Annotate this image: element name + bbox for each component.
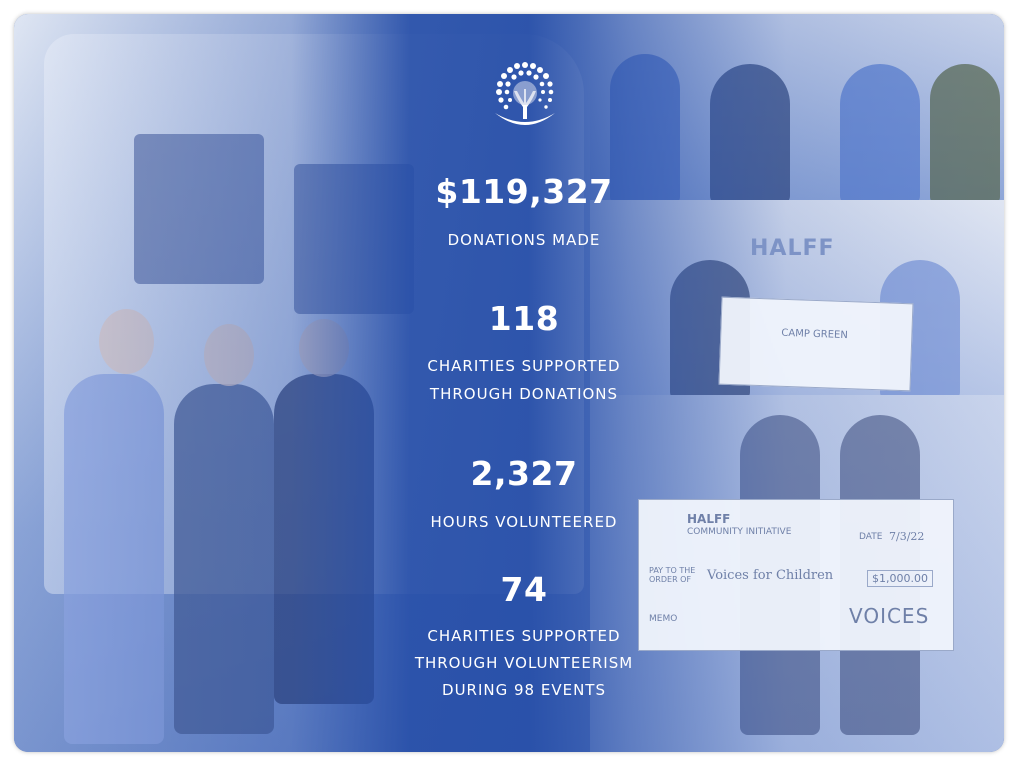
halff-sign: HALFF (750, 236, 835, 261)
stat-value-hours: 2,327 (470, 454, 578, 493)
stat-label-volunteerism-line1: CHARITIES SUPPORTED (427, 627, 621, 645)
stat-value-donations: $119,327 (435, 172, 613, 211)
stat-label-volunteerism-line3: DURING 98 EVENTS (442, 681, 606, 699)
oversized-check: HALFF COMMUNITY INITIATIVE DATE 7/3/22 P… (638, 499, 954, 651)
stat-label-volunteerism-line2: THROUGH VOLUNTEERISM (414, 654, 634, 672)
person (174, 384, 274, 734)
oversized-check: CAMP GREEN (718, 296, 914, 392)
check-amount: $1,000.00 (867, 570, 933, 587)
check-org: HALFF (687, 512, 731, 526)
check-org-sub: COMMUNITY INITIATIVE (687, 527, 792, 537)
check-date-label: DATE (859, 532, 883, 542)
voices-logo: VOICES (849, 604, 930, 628)
person (840, 64, 920, 200)
stat-value-charities-donations: 118 (488, 299, 560, 338)
stats-column: $119,327 DONATIONS MADE 118 CHARITIES SU… (394, 14, 654, 752)
tree-logo-icon (495, 62, 555, 125)
check-date: 7/3/22 (889, 530, 925, 543)
person (710, 64, 790, 200)
check-payee: CAMP GREEN (781, 327, 848, 342)
person (274, 374, 374, 704)
truck-window (134, 134, 264, 284)
stat-label-donations: DONATIONS MADE (447, 231, 601, 249)
check-pay-label: PAY TO THE ORDER OF (649, 566, 696, 584)
stat-label-hours: HOURS VOLUNTEERED (430, 513, 618, 531)
check-payee: Voices for Children (707, 568, 834, 583)
person (64, 374, 164, 744)
person-head (204, 324, 254, 386)
infographic-card: HALFF CAMP GREEN HALFF COMMUNITY INITIAT… (14, 14, 1004, 752)
stat-value-charities-volunteerism: 74 (500, 570, 548, 609)
person-head (99, 309, 154, 374)
stat-label-charities-donations-line1: CHARITIES SUPPORTED (427, 357, 621, 375)
person-head (299, 319, 349, 377)
person (930, 64, 1000, 200)
stat-label-charities-donations-line2: THROUGH DONATIONS (429, 385, 619, 403)
